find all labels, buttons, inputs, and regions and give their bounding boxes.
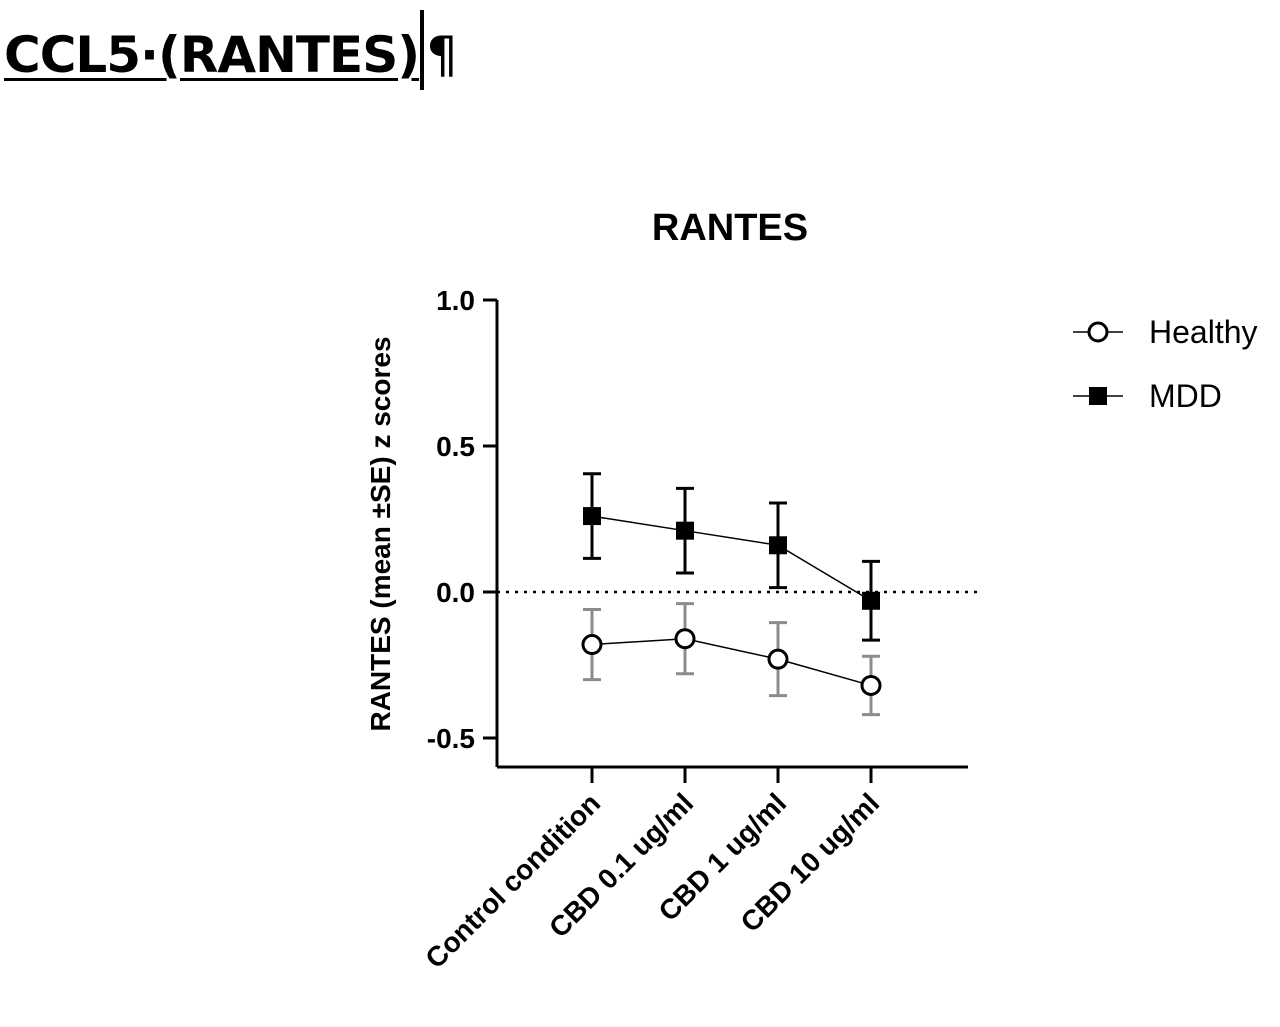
series-line — [591, 515, 872, 602]
data-series — [581, 472, 882, 717]
data-point — [862, 591, 880, 610]
legend-entry: MDD — [1073, 378, 1222, 414]
legend-label: MDD — [1149, 378, 1222, 414]
y-tick-label: 0.0 — [436, 577, 475, 608]
data-point — [676, 521, 694, 540]
legend: Healthy MDD — [1073, 314, 1258, 414]
legend-marker — [1087, 321, 1109, 343]
series-healthy — [581, 602, 882, 717]
data-point — [583, 507, 601, 526]
document-heading[interactable]: CCL5·(RANTES) ¶ — [4, 10, 458, 90]
x-tick-label: Control condition — [419, 787, 606, 974]
series-line — [591, 637, 872, 687]
data-point — [769, 536, 787, 555]
data-point — [674, 628, 696, 650]
legend-entry: Healthy — [1073, 314, 1258, 350]
y-tick-label: 1.0 — [436, 285, 475, 316]
series-mdd — [583, 472, 880, 642]
y-tick-label: 0.5 — [436, 431, 475, 462]
y-tick-label: -0.5 — [427, 723, 475, 754]
heading-text: CCL5·(RANTES) — [4, 26, 420, 84]
data-point — [581, 634, 603, 656]
legend-marker — [1089, 387, 1107, 405]
chart-title: RANTES — [652, 207, 808, 249]
y-axis-label: RANTES (mean ±SE) z scores — [365, 336, 396, 731]
data-point — [767, 648, 789, 670]
legend-label: Healthy — [1149, 314, 1258, 350]
text-cursor — [420, 10, 425, 90]
data-point — [860, 674, 882, 696]
paragraph-mark: ¶ — [426, 26, 458, 84]
